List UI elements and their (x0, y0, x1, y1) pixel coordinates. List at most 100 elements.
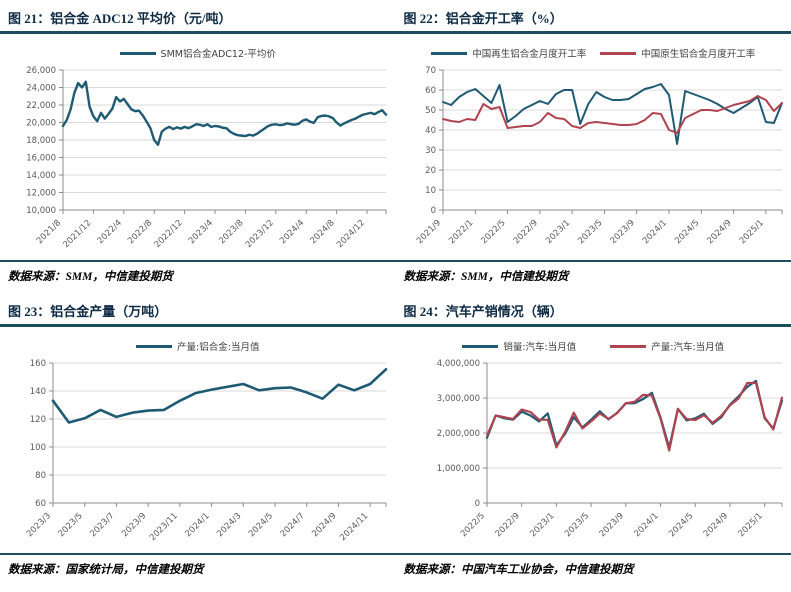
svg-text:70: 70 (425, 66, 436, 76)
svg-text:2024/8: 2024/8 (309, 218, 337, 246)
svg-text:12,000: 12,000 (26, 189, 56, 199)
legend-label: 中国原生铝合金月度开工率 (641, 49, 756, 60)
svg-text:16,000: 16,000 (26, 154, 56, 164)
svg-text:160: 160 (30, 359, 46, 369)
svg-text:2022/12: 2022/12 (153, 218, 185, 250)
svg-text:20,000: 20,000 (26, 119, 56, 129)
svg-text:2024/4: 2024/4 (278, 218, 306, 246)
figure-21-source: 数据来源：SMM，中信建投期货 (8, 271, 173, 283)
figure-23-title: 图 23：铝合金产量（万吨） (8, 304, 168, 319)
figure-21-chart-area: SMM铝合金ADC12-平均价 10,000 12,000 14,000 16,000… (0, 34, 396, 260)
line-marker-icon (136, 344, 173, 348)
line-marker-icon (119, 51, 156, 55)
svg-text:2023/5: 2023/5 (576, 218, 604, 246)
line-marker-icon (431, 51, 468, 55)
svg-text:2022/9: 2022/9 (493, 511, 521, 539)
svg-text:20: 20 (425, 166, 436, 176)
figure-24-title: 图 24：汽车产销情况（辆） (403, 304, 563, 319)
svg-text:2024/9: 2024/9 (310, 511, 338, 539)
legend-item: 销量:汽车:当月值 (462, 339, 576, 353)
legend-label: 产量:汽车:当月值 (651, 342, 725, 353)
figure-21-title: 图 21：铝合金 ADC12 平均价（元/吨） (8, 11, 232, 26)
figure-21-legend: SMM铝合金ADC12-平均价 (0, 34, 396, 62)
svg-text:14,000: 14,000 (26, 171, 56, 181)
svg-text:2025/1: 2025/1 (737, 218, 765, 246)
figure-24-legend: 销量:汽车:当月值 产量:汽车:当月值 (396, 327, 791, 355)
figure-21-plot: 10,000 12,000 14,000 16,000 18,000 20,000 22,0… (26, 66, 388, 250)
legend-item: 产量:汽车:当月值 (610, 339, 724, 353)
figure-22-source: 数据来源：SMM，中信建投期货 (403, 271, 569, 283)
svg-text:2024/9: 2024/9 (701, 511, 729, 539)
svg-text:40: 40 (425, 126, 436, 136)
svg-text:2023/4: 2023/4 (187, 218, 215, 246)
svg-text:2023/9: 2023/9 (597, 511, 625, 539)
svg-text:2024/5: 2024/5 (667, 511, 695, 539)
sources-row-1: 数据来源：SMM，中信建投期货 数据来源：SMM，中信建投期货 (0, 262, 791, 288)
legend-label: 销量:汽车:当月值 (503, 342, 577, 353)
svg-text:100: 100 (30, 443, 46, 453)
svg-text:2023/3: 2023/3 (25, 511, 53, 539)
svg-text:2025/1: 2025/1 (736, 511, 764, 539)
svg-text:22,000: 22,000 (26, 101, 56, 111)
charts-row-1: SMM铝合金ADC12-平均价 10,000 12,000 14,000 16,000… (0, 34, 791, 260)
line-marker-icon (610, 344, 647, 348)
svg-text:60: 60 (35, 499, 46, 509)
legend-item: 产量:铝合金:当月值 (136, 339, 259, 353)
sources-row-2: 数据来源：国家统计局，中信建投期货 数据来源：中国汽车工业协会，中信建投期货 (0, 555, 791, 581)
charts-row-2: 产量:铝合金:当月值 60 80 100 120 140 160 2023/3 2023/5 2… (0, 327, 791, 553)
svg-text:2023/1: 2023/1 (544, 218, 572, 246)
svg-text:80: 80 (35, 471, 46, 481)
svg-text:2024/5: 2024/5 (247, 511, 275, 539)
svg-text:18,000: 18,000 (26, 136, 56, 146)
figure-22-title: 图 22：铝合金开工率（%） (403, 11, 563, 26)
svg-text:4,000,000: 4,000,000 (436, 359, 479, 369)
svg-text:2021/12: 2021/12 (61, 218, 93, 250)
svg-text:2,000,000: 2,000,000 (436, 429, 479, 439)
svg-text:2022/5: 2022/5 (479, 218, 507, 246)
svg-text:2023/7: 2023/7 (88, 511, 116, 539)
svg-text:2023/11: 2023/11 (148, 511, 180, 543)
source-divider-row-2 (0, 553, 791, 555)
svg-text:10,000: 10,000 (26, 206, 56, 216)
legend-item: 中国再生铝合金月度开工率 (431, 46, 586, 60)
svg-text:2024/1: 2024/1 (632, 511, 660, 539)
svg-text:140: 140 (30, 387, 46, 397)
svg-text:2023/9: 2023/9 (120, 511, 148, 539)
svg-text:2024/9: 2024/9 (705, 218, 733, 246)
figure-23-legend: 产量:铝合金:当月值 (0, 327, 396, 355)
figure-titles-row-1: 图 21：铝合金 ADC12 平均价（元/吨） 图 22：铝合金开工率（%） (0, 0, 791, 31)
figure-titles-row-2: 图 23：铝合金产量（万吨） 图 24：汽车产销情况（辆） (0, 288, 791, 324)
svg-text:0: 0 (430, 206, 435, 216)
svg-text:120: 120 (30, 415, 46, 425)
svg-text:3,000,000: 3,000,000 (436, 394, 479, 404)
legend-label: SMM铝合金ADC12-平均价 (160, 49, 276, 60)
figure-22-legend: 中国再生铝合金月度开工率 中国原生铝合金月度开工率 (396, 34, 791, 62)
svg-text:2023/1: 2023/1 (528, 511, 556, 539)
svg-text:2022/8: 2022/8 (126, 218, 154, 246)
svg-text:26,000: 26,000 (26, 66, 56, 76)
figure-23-chart-area: 产量:铝合金:当月值 60 80 100 120 140 160 2023/3 2023/5 2… (0, 327, 396, 553)
svg-text:2023/9: 2023/9 (608, 218, 636, 246)
svg-text:0: 0 (474, 499, 479, 509)
svg-text:2024/5: 2024/5 (673, 218, 701, 246)
svg-text:2022/9: 2022/9 (511, 218, 539, 246)
svg-text:2022/5: 2022/5 (458, 511, 486, 539)
line-marker-icon (600, 51, 637, 55)
svg-text:2023/5: 2023/5 (563, 511, 591, 539)
svg-text:2024/7: 2024/7 (279, 511, 307, 539)
svg-text:2024/12: 2024/12 (335, 218, 367, 250)
svg-text:24,000: 24,000 (26, 84, 56, 94)
legend-label: 产量:铝合金:当月值 (177, 342, 260, 353)
svg-text:2021/9: 2021/9 (414, 218, 442, 246)
legend-item: SMM铝合金ADC12-平均价 (119, 46, 276, 60)
legend-item: 中国原生铝合金月度开工率 (600, 46, 755, 60)
svg-text:60: 60 (425, 86, 436, 96)
svg-text:2024/1: 2024/1 (183, 511, 211, 539)
figure-22-chart-area: 中国再生铝合金月度开工率 中国原生铝合金月度开工率 0 10 20 30 40 50 60 7… (396, 34, 791, 260)
svg-text:1,000,000: 1,000,000 (436, 464, 479, 474)
svg-text:2022/1: 2022/1 (447, 218, 475, 246)
svg-text:2024/3: 2024/3 (215, 511, 243, 539)
svg-text:10: 10 (425, 186, 436, 196)
